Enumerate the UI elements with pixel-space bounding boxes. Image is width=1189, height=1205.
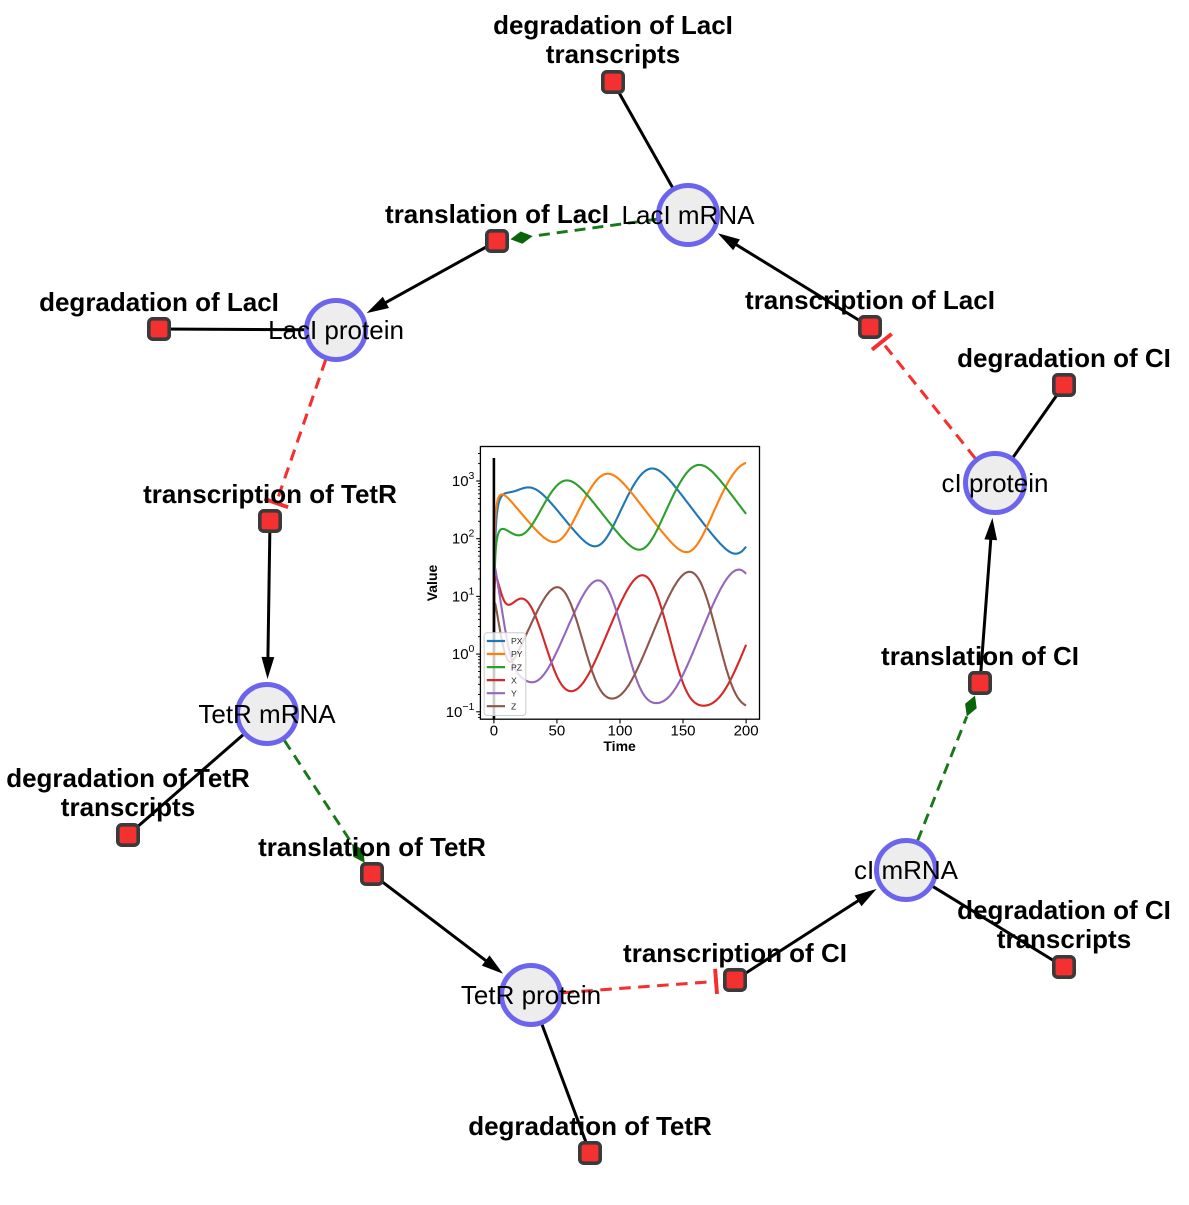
svg-text:TetR mRNA: TetR mRNA (198, 699, 336, 729)
svg-text:LacI protein: LacI protein (268, 315, 404, 345)
svg-text:transcripts: transcripts (61, 792, 195, 822)
svg-text:degradation of CI: degradation of CI (957, 895, 1171, 925)
svg-text:cI protein: cI protein (942, 468, 1049, 498)
svg-text:200: 200 (734, 723, 759, 740)
svg-text:translation of LacI: translation of LacI (385, 199, 609, 229)
svg-text:150: 150 (670, 723, 695, 740)
svg-text:transcription of TetR: transcription of TetR (143, 479, 397, 509)
svg-text:0: 0 (490, 723, 498, 740)
svg-text:transcription of LacI: transcription of LacI (745, 285, 995, 315)
svg-text:translation of TetR: translation of TetR (258, 832, 486, 862)
svg-text:Time: Time (603, 738, 636, 754)
svg-text:degradation of LacI: degradation of LacI (39, 287, 279, 317)
svg-text:50: 50 (549, 723, 566, 740)
svg-text:Y: Y (511, 688, 517, 698)
svg-text:TetR protein: TetR protein (461, 980, 601, 1010)
svg-text:translation of CI: translation of CI (881, 641, 1079, 671)
svg-text:degradation of TetR: degradation of TetR (6, 763, 250, 793)
svg-text:X: X (511, 675, 517, 685)
svg-text:degradation of LacI: degradation of LacI (493, 10, 733, 40)
svg-text:Z: Z (511, 702, 517, 712)
svg-text:transcripts: transcripts (997, 924, 1131, 954)
svg-text:PY: PY (511, 649, 523, 659)
svg-text:Value: Value (424, 565, 440, 602)
svg-text:transcription of CI: transcription of CI (623, 938, 847, 968)
svg-text:LacI mRNA: LacI mRNA (622, 200, 756, 230)
svg-text:transcripts: transcripts (546, 39, 680, 69)
svg-text:degradation of CI: degradation of CI (957, 343, 1171, 373)
svg-text:100: 100 (607, 723, 632, 740)
svg-text:PX: PX (511, 636, 523, 646)
svg-text:cI mRNA: cI mRNA (854, 855, 959, 885)
svg-text:PZ: PZ (511, 662, 523, 672)
svg-text:degradation of TetR: degradation of TetR (468, 1111, 712, 1141)
